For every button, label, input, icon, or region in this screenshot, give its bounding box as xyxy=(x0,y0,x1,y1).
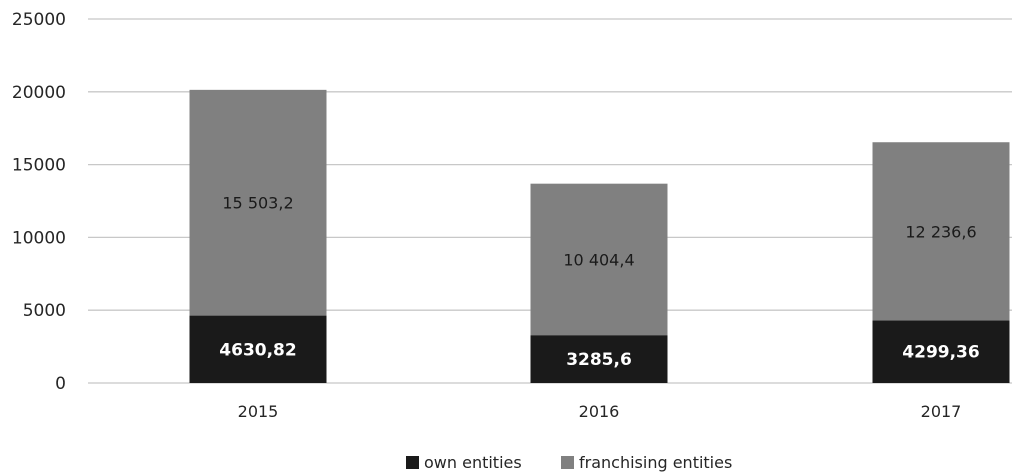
data-labels: 4630,82 15 503,2 3285,6 10 404,4 4299,36 12 2… xyxy=(219,194,979,370)
bar-franchising-entities-2016 xyxy=(530,183,668,336)
bar-franchising-entities-2017 xyxy=(872,142,1010,321)
x-tick-label-2015: 2015 xyxy=(238,402,279,421)
y-tick-label: 0 xyxy=(55,374,66,394)
legend-label-franchising-entities: franchising entities xyxy=(579,453,732,472)
legend-swatch-own-entities xyxy=(406,456,419,469)
y-tick-label: 10000 xyxy=(12,228,66,248)
bar-own-entities-2015 xyxy=(189,315,327,383)
data-label-own-entities-2017: 4299,36 xyxy=(902,343,979,363)
bars xyxy=(189,89,1010,383)
bar-own-entities-2017 xyxy=(872,320,1010,383)
x-axis-tick-labels: 2015 2016 2017 xyxy=(238,402,962,421)
data-label-franchising-entities-2016: 10 404,4 xyxy=(563,250,634,269)
x-tick-label-2016: 2016 xyxy=(579,402,620,421)
bar-own-entities-2016 xyxy=(530,335,668,383)
legend: own entities franchising entities xyxy=(406,453,732,472)
data-label-franchising-entities-2017: 12 236,6 xyxy=(905,222,976,241)
data-label-franchising-entities-2015: 15 503,2 xyxy=(222,194,293,213)
y-tick-label: 20000 xyxy=(12,83,66,103)
legend-swatch-franchising-entities xyxy=(561,456,574,469)
data-label-own-entities-2016: 3285,6 xyxy=(566,350,632,370)
y-tick-label: 25000 xyxy=(12,10,66,30)
y-tick-label: 15000 xyxy=(12,156,66,176)
y-axis-tick-labels: 0 5000 10000 15000 20000 25000 xyxy=(12,10,66,394)
legend-label-own-entities: own entities xyxy=(424,453,522,472)
bar-franchising-entities-2015 xyxy=(189,89,327,316)
data-label-own-entities-2015: 4630,82 xyxy=(219,340,296,360)
x-tick-label-2017: 2017 xyxy=(921,402,962,421)
y-tick-label: 5000 xyxy=(23,301,66,321)
